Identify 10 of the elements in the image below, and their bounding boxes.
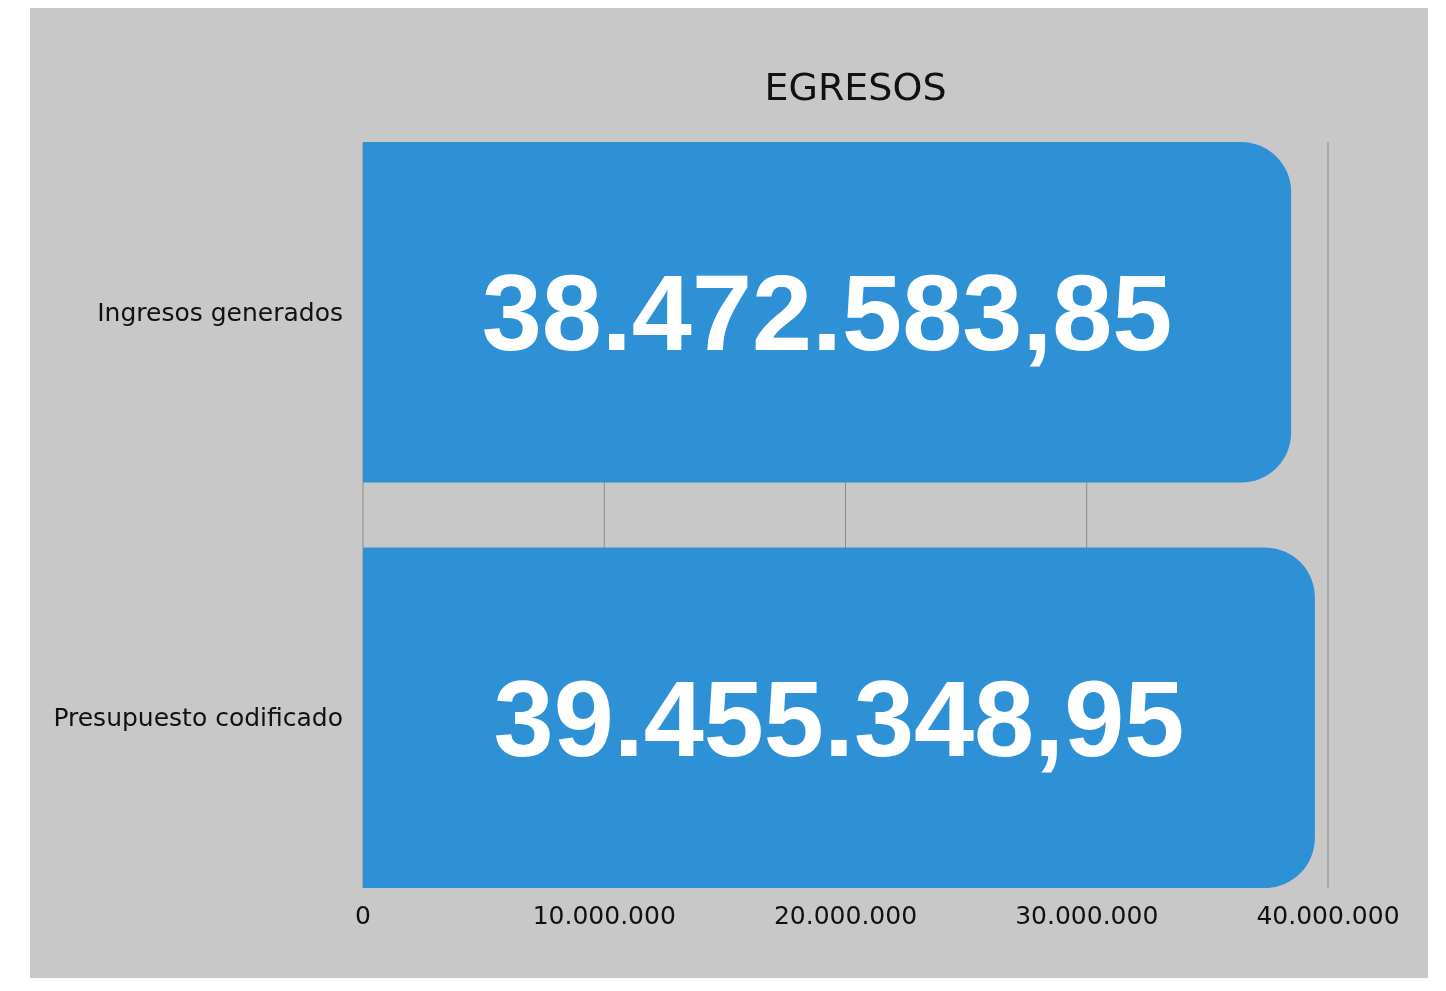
x-tick-label: 30.000.000 xyxy=(1015,901,1159,930)
y-tick-label: Presupuesto codificado xyxy=(53,703,343,733)
x-tick-label: 0 xyxy=(355,901,371,930)
data-label: 38.472.583,85 xyxy=(481,252,1173,374)
x-tick-label: 40.000.000 xyxy=(1256,901,1400,930)
chart-title: EGRESOS xyxy=(764,65,947,109)
y-tick-label: Ingresos generados xyxy=(97,298,343,328)
data-label: 39.455.348,95 xyxy=(493,657,1185,779)
x-tick-label: 20.000.000 xyxy=(773,901,918,930)
x-tick-label: 10.000.000 xyxy=(532,901,676,930)
